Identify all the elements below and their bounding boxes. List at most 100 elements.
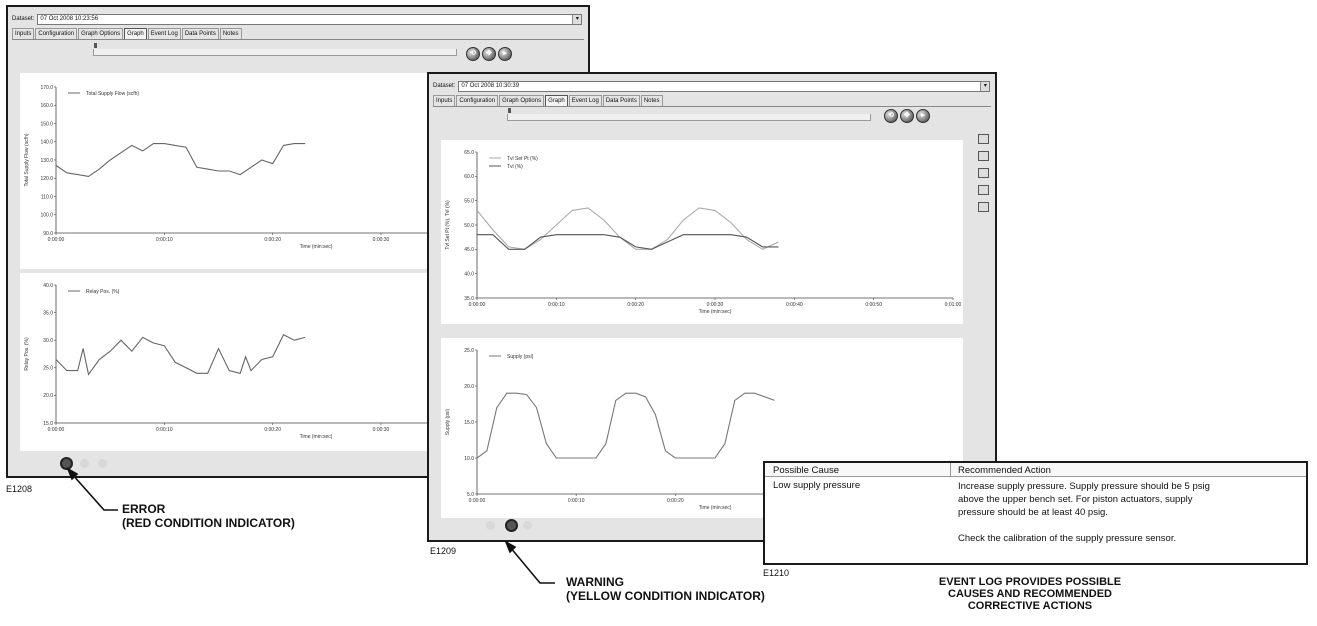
y-tick-label: 110.0 [41, 194, 53, 200]
dataset-select[interactable]: 07 Oct 2008 10:30:39 ▾ [458, 80, 991, 92]
y-tick-label: 140.0 [40, 140, 53, 146]
error-callout-title: ERROR [122, 502, 166, 516]
eventlog-callout: EVENT LOG PROVIDES POSSIBLE CAUSES AND R… [900, 576, 1160, 612]
tab-configuration[interactable]: Configuration [35, 28, 78, 39]
x-tick-label: 0:00:00 [48, 427, 65, 433]
bar-icon[interactable] [978, 134, 989, 144]
ok-indicator-icon[interactable] [98, 459, 107, 468]
time-slider[interactable] [93, 43, 457, 56]
y-tick-label: 15.0 [464, 420, 474, 426]
dataset-value: 07 Oct 2008 10:30:39 [461, 82, 520, 89]
zoom-icon[interactable]: ⟲ [466, 47, 480, 61]
x-tick-label: 0:00:20 [264, 237, 281, 243]
y-tick-label: 35.0 [43, 310, 53, 316]
x-axis-label: Time (min:sec) [300, 244, 333, 250]
legend-label: Tvl (%) [507, 164, 523, 170]
tab-data-points[interactable]: Data Points [602, 95, 640, 106]
reset-icon[interactable]: ▸ [916, 109, 930, 123]
tab-notes[interactable]: Notes [219, 28, 242, 39]
y-axis-label: Relay Pos. (%) [24, 337, 30, 371]
tab-inputs[interactable]: Inputs [12, 28, 35, 39]
grid-icon[interactable] [978, 151, 989, 161]
zoom-box-icon[interactable] [978, 168, 989, 178]
event-log-table: Possible Cause Recommended Action Low su… [763, 461, 1308, 565]
tab-data-points[interactable]: Data Points [181, 28, 219, 39]
chevron-down-icon[interactable]: ▾ [980, 81, 990, 91]
y-tick-label: 50.0 [464, 223, 474, 229]
slider-thumb[interactable] [94, 43, 97, 48]
dataset-row: Dataset: 07 Oct 2008 10:23:56 ▾ [12, 13, 583, 25]
action-cell: Increase supply pressure. Supply pressur… [958, 480, 1288, 545]
tab-graph[interactable]: Graph [545, 95, 568, 106]
x-tick-label: 0:00:10 [156, 427, 173, 433]
error-callout: ERROR (RED CONDITION INDICATOR) [122, 502, 295, 530]
y-tick-label: 90.0 [43, 231, 53, 237]
header-recommended-action: Recommended Action [958, 465, 1051, 476]
warning-indicator-icon[interactable] [80, 459, 89, 468]
ok-indicator-icon[interactable] [523, 521, 532, 530]
header-possible-cause: Possible Cause [773, 465, 840, 476]
pan-icon[interactable]: ✥ [482, 47, 496, 61]
y-tick-label: 35.0 [464, 296, 474, 302]
x-tick-label: 0:00:20 [627, 302, 644, 308]
time-slider[interactable] [507, 108, 871, 121]
event-log-header: Possible Cause Recommended Action [765, 463, 1306, 477]
y-tick-label: 160.0 [40, 103, 53, 109]
tab-configuration[interactable]: Configuration [456, 95, 499, 106]
zoom-icon[interactable]: ⟲ [884, 109, 898, 123]
series-line [476, 392, 775, 459]
warning-callout-subtitle: (YELLOW CONDITION INDICATOR) [566, 589, 765, 603]
error-indicator-icon[interactable] [486, 521, 495, 530]
y-tick-label: 25.0 [464, 348, 474, 354]
warning-callout: WARNING (YELLOW CONDITION INDICATOR) [566, 575, 765, 603]
x-axis-label: Time (min:sec) [699, 309, 732, 315]
tab-event-log[interactable]: Event Log [568, 95, 602, 106]
legend-label: Tvl Set Pt (%) [507, 156, 538, 162]
dataset-select[interactable]: 07 Oct 2008 10:23:56 ▾ [37, 13, 583, 25]
x-tick-label: 0:00:10 [568, 498, 585, 504]
y-tick-label: 55.0 [464, 198, 474, 204]
figure-code-e1210: E1210 [763, 568, 790, 578]
tab-graph[interactable]: Graph [124, 28, 147, 39]
figure-code-e1209: E1209 [430, 546, 457, 556]
chart-total-supply-flow-svg: 90.0 100.0 110.0 120.0 130.0 140.0 150.0 160.0 1… [24, 85, 576, 250]
x-axis-label: Time (min:sec) [300, 434, 333, 440]
tab-event-log[interactable]: Event Log [147, 28, 181, 39]
x-tick-label: 0:00:00 [469, 302, 486, 308]
x-tick-label: 0:00:20 [264, 427, 281, 433]
print-icon[interactable] [978, 202, 989, 212]
dataset-value: 07 Oct 2008 10:23:56 [40, 15, 99, 22]
y-tick-label: 10.0 [464, 456, 474, 462]
tab-divider [433, 106, 991, 107]
eventlog-callout-line: CORRECTIVE ACTIONS [967, 600, 1093, 612]
error-callout-subtitle: (RED CONDITION INDICATOR) [122, 516, 295, 530]
reset-icon[interactable]: ▸ [498, 47, 512, 61]
x-tick-label: 0:00:10 [156, 237, 173, 243]
tab-graph-options[interactable]: Graph Options [78, 28, 124, 39]
y-tick-label: 60.0 [464, 174, 474, 180]
error-indicator-icon[interactable] [60, 457, 73, 470]
warning-indicator-icon[interactable] [505, 519, 518, 532]
action-line: pressure should be at least 40 psig. [958, 507, 1108, 518]
x-tick-label: 0:00:00 [469, 498, 486, 504]
series-line [477, 234, 779, 250]
x-axis-label: Time (min:sec) [699, 505, 732, 511]
chevron-down-icon[interactable]: ▾ [572, 14, 582, 24]
legend-label: Relay Pos. (%) [86, 289, 120, 295]
y-tick-label: 5.0 [467, 492, 474, 498]
y-tick-label: 65.0 [464, 150, 474, 156]
cause-cell: Low supply pressure [773, 480, 861, 491]
chart-relay-pos-svg: 15.0 20.0 25.0 30.0 35.0 40.0 0:00:00 0:00:10 0:… [24, 283, 576, 440]
action-line: Increase supply pressure. Supply pressur… [958, 481, 1210, 492]
tab-inputs[interactable]: Inputs [433, 95, 456, 106]
fit-icon[interactable] [978, 185, 989, 195]
action-line: Check the calibration of the supply pres… [958, 533, 1177, 544]
x-tick-label: 0:00:30 [373, 427, 390, 433]
tab-graph-options[interactable]: Graph Options [499, 95, 545, 106]
pan-icon[interactable]: ✥ [900, 109, 914, 123]
tab-notes[interactable]: Notes [640, 95, 663, 106]
slider-thumb[interactable] [508, 108, 511, 113]
y-tick-label: 45.0 [464, 247, 474, 253]
y-tick-label: 15.0 [43, 421, 53, 427]
